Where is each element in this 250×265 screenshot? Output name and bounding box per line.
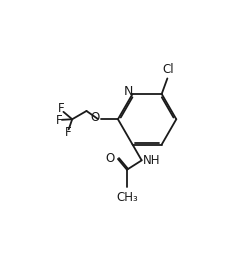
Text: N: N (124, 85, 133, 98)
Text: F: F (56, 114, 62, 127)
Text: O: O (90, 111, 100, 124)
Text: Cl: Cl (161, 63, 173, 76)
Text: F: F (58, 102, 64, 115)
Text: O: O (105, 152, 114, 165)
Text: F: F (65, 126, 71, 139)
Text: CH₃: CH₃ (116, 191, 137, 204)
Text: NH: NH (142, 153, 160, 167)
